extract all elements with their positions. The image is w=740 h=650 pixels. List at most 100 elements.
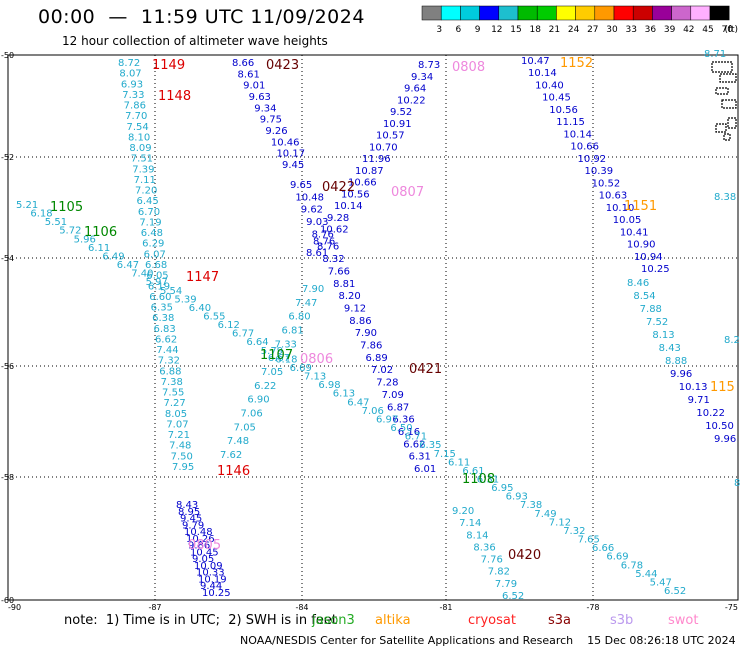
pass-time-label: 1105 (50, 200, 83, 215)
wave-height-value: 10.09 (194, 561, 223, 572)
satellite-s3b: s3b (610, 613, 634, 628)
wave-height-value: 6.88 (159, 366, 181, 377)
wave-height-value: 9.44 (200, 581, 222, 592)
wave-height-value: 11.96 (362, 154, 391, 165)
wave-height-value: 7.38 (161, 377, 183, 388)
wave-height-value: 6.60 (149, 292, 171, 303)
wave-height-value: 7.95 (172, 462, 194, 473)
wave-height-value: 6.31 (477, 474, 499, 485)
wave-height-value: 7.86 (360, 341, 382, 352)
wave-height-value: 6.98 (318, 380, 340, 391)
wave-height-value: 10.87 (355, 166, 384, 177)
wave-height-value: 5.51 (45, 217, 67, 228)
wave-height-value: 6.62 (155, 334, 177, 345)
wave-height-value: 8.10 (128, 132, 150, 143)
coastline-islands (711, 61, 737, 141)
wave-height-value: 9.26 (265, 126, 287, 137)
altimeter-track: 7.90 7.47 6.80 6.81 7.33 6.67 7.05 6.22 6.90 7.06… (220, 284, 324, 461)
wave-height-value: 10.13 (679, 382, 708, 393)
wave-height-value: 7.19 (139, 217, 161, 228)
wave-height-value: 7.20 (135, 186, 157, 197)
pass-time-label: 0421 (409, 362, 442, 377)
satellite-swot: swot (668, 613, 699, 628)
wave-height-value: 6.95 (491, 483, 513, 494)
wave-height-value: 6.64 (246, 337, 268, 348)
wave-height-value: 8.76 (313, 236, 335, 247)
wave-height-map: -50 -52 -54 -56 -58 -60-90 -87 -84 -81 -78 -75 8.72… (1, 49, 740, 612)
wave-height-value: 11.15 (556, 117, 585, 128)
wave-height-value: 8.09 (129, 143, 151, 154)
wave-height-value: 6.35 (419, 440, 441, 451)
wave-height-value: 10.26 (186, 534, 215, 545)
altimeter-track: 8.438.959.459.7910.4810.269.8610.459.051… (176, 500, 231, 599)
lat-label: -54 (1, 254, 14, 263)
wave-height-value: 10.52 (592, 178, 621, 189)
wave-height-value: 6.31 (409, 452, 431, 463)
pass-time-label: 1152 (560, 56, 593, 71)
wave-height-value: 8.72 (118, 58, 140, 69)
wave-height-value: 7.65 (578, 535, 600, 546)
wave-height-value: 6.12 (218, 320, 240, 331)
wave-height-value: 7.79 (495, 579, 517, 590)
wave-height-value: 5.21 (16, 200, 38, 211)
wave-height-value: 6.11 (88, 243, 110, 254)
wave-height-value: 6.47 (117, 260, 139, 271)
pass-time-label: 0423 (266, 58, 299, 73)
wave-height-value: 10.48 (184, 527, 213, 538)
altimeter-track: 9.6510.489.629.038.768.768.327.668.818.2… (290, 180, 436, 475)
pass-time-label: 0808 (452, 60, 485, 75)
wave-height-value: 5.96 (74, 234, 96, 245)
wave-height-value: 8.54 (633, 291, 655, 302)
wave-height-value: 8.13 (652, 330, 674, 341)
wave-height-value: 8.07 (119, 69, 141, 80)
pass-time-label: 0420 (508, 548, 541, 563)
wave-height-value: 6.70 (138, 207, 160, 218)
legend-tick: 15 (510, 25, 521, 35)
wave-height-value: 8.05 (165, 409, 187, 420)
wave-height-value: 9.96 (714, 434, 736, 445)
wave-height-value: 9.86 (188, 541, 210, 552)
pass-time-label: 1147 (186, 270, 219, 285)
wave-height-value: 9.52 (390, 107, 412, 118)
wave-height-value: 6.61 (462, 466, 484, 477)
legend-tick: 3 (436, 25, 442, 35)
credit-line: NOAA/NESDIS Center for Satellite Applica… (240, 634, 736, 647)
wave-height-value: 8.43 (176, 500, 198, 511)
wave-height-value: 10.62 (320, 225, 349, 236)
wave-height-value: 10.25 (641, 264, 670, 275)
lat-label: -60 (1, 596, 14, 605)
wave-height-value: 7.51 (131, 154, 153, 165)
wave-height-value: 7.27 (163, 398, 185, 409)
legend-swatch (709, 5, 730, 21)
wave-height-value: 7.28 (376, 378, 398, 389)
wave-height-value: 10.94 (634, 252, 663, 263)
lon-label: -78 (586, 603, 599, 612)
wave-height-value: 8.86 (349, 316, 371, 327)
wave-height-value: 8.32 (322, 254, 344, 265)
wave-height-value: 6.07 (144, 249, 166, 260)
wave-height-value: 10.19 (198, 574, 227, 585)
legend-tick: 9 (475, 25, 481, 35)
wave-height-value: 7.90 (355, 328, 377, 339)
wave-height-value: 6.22 (254, 381, 276, 392)
wave-height-value: 6.67 (268, 353, 290, 364)
legend-tick: 24 (568, 25, 580, 35)
wave-height-value: 6.19 (148, 281, 170, 292)
wave-height-value: 10.90 (627, 240, 656, 251)
wave-height-value: 8.14 (466, 530, 488, 541)
wave-height-value: 8.38 (714, 192, 736, 203)
wave-height-value: 6.50 (390, 423, 412, 434)
lat-label: -52 (1, 153, 14, 162)
wave-height-value: 5.39 (174, 294, 196, 305)
legend-tick: 70 (721, 25, 733, 35)
wave-height-value: 8.76 (312, 229, 334, 240)
wave-height-value: 8.66 (232, 58, 254, 69)
wave-height-value: 10.14 (334, 201, 363, 212)
pass-time-label: 1148 (158, 89, 191, 104)
satellite-cryosat: cryosat (468, 613, 516, 628)
legend-tick: 42 (683, 25, 694, 35)
legend-tick: 21 (549, 25, 560, 35)
wave-height-value: 7.07 (166, 419, 188, 430)
wave-height-value: 9.45 (282, 160, 304, 171)
map-frame (7, 54, 739, 601)
